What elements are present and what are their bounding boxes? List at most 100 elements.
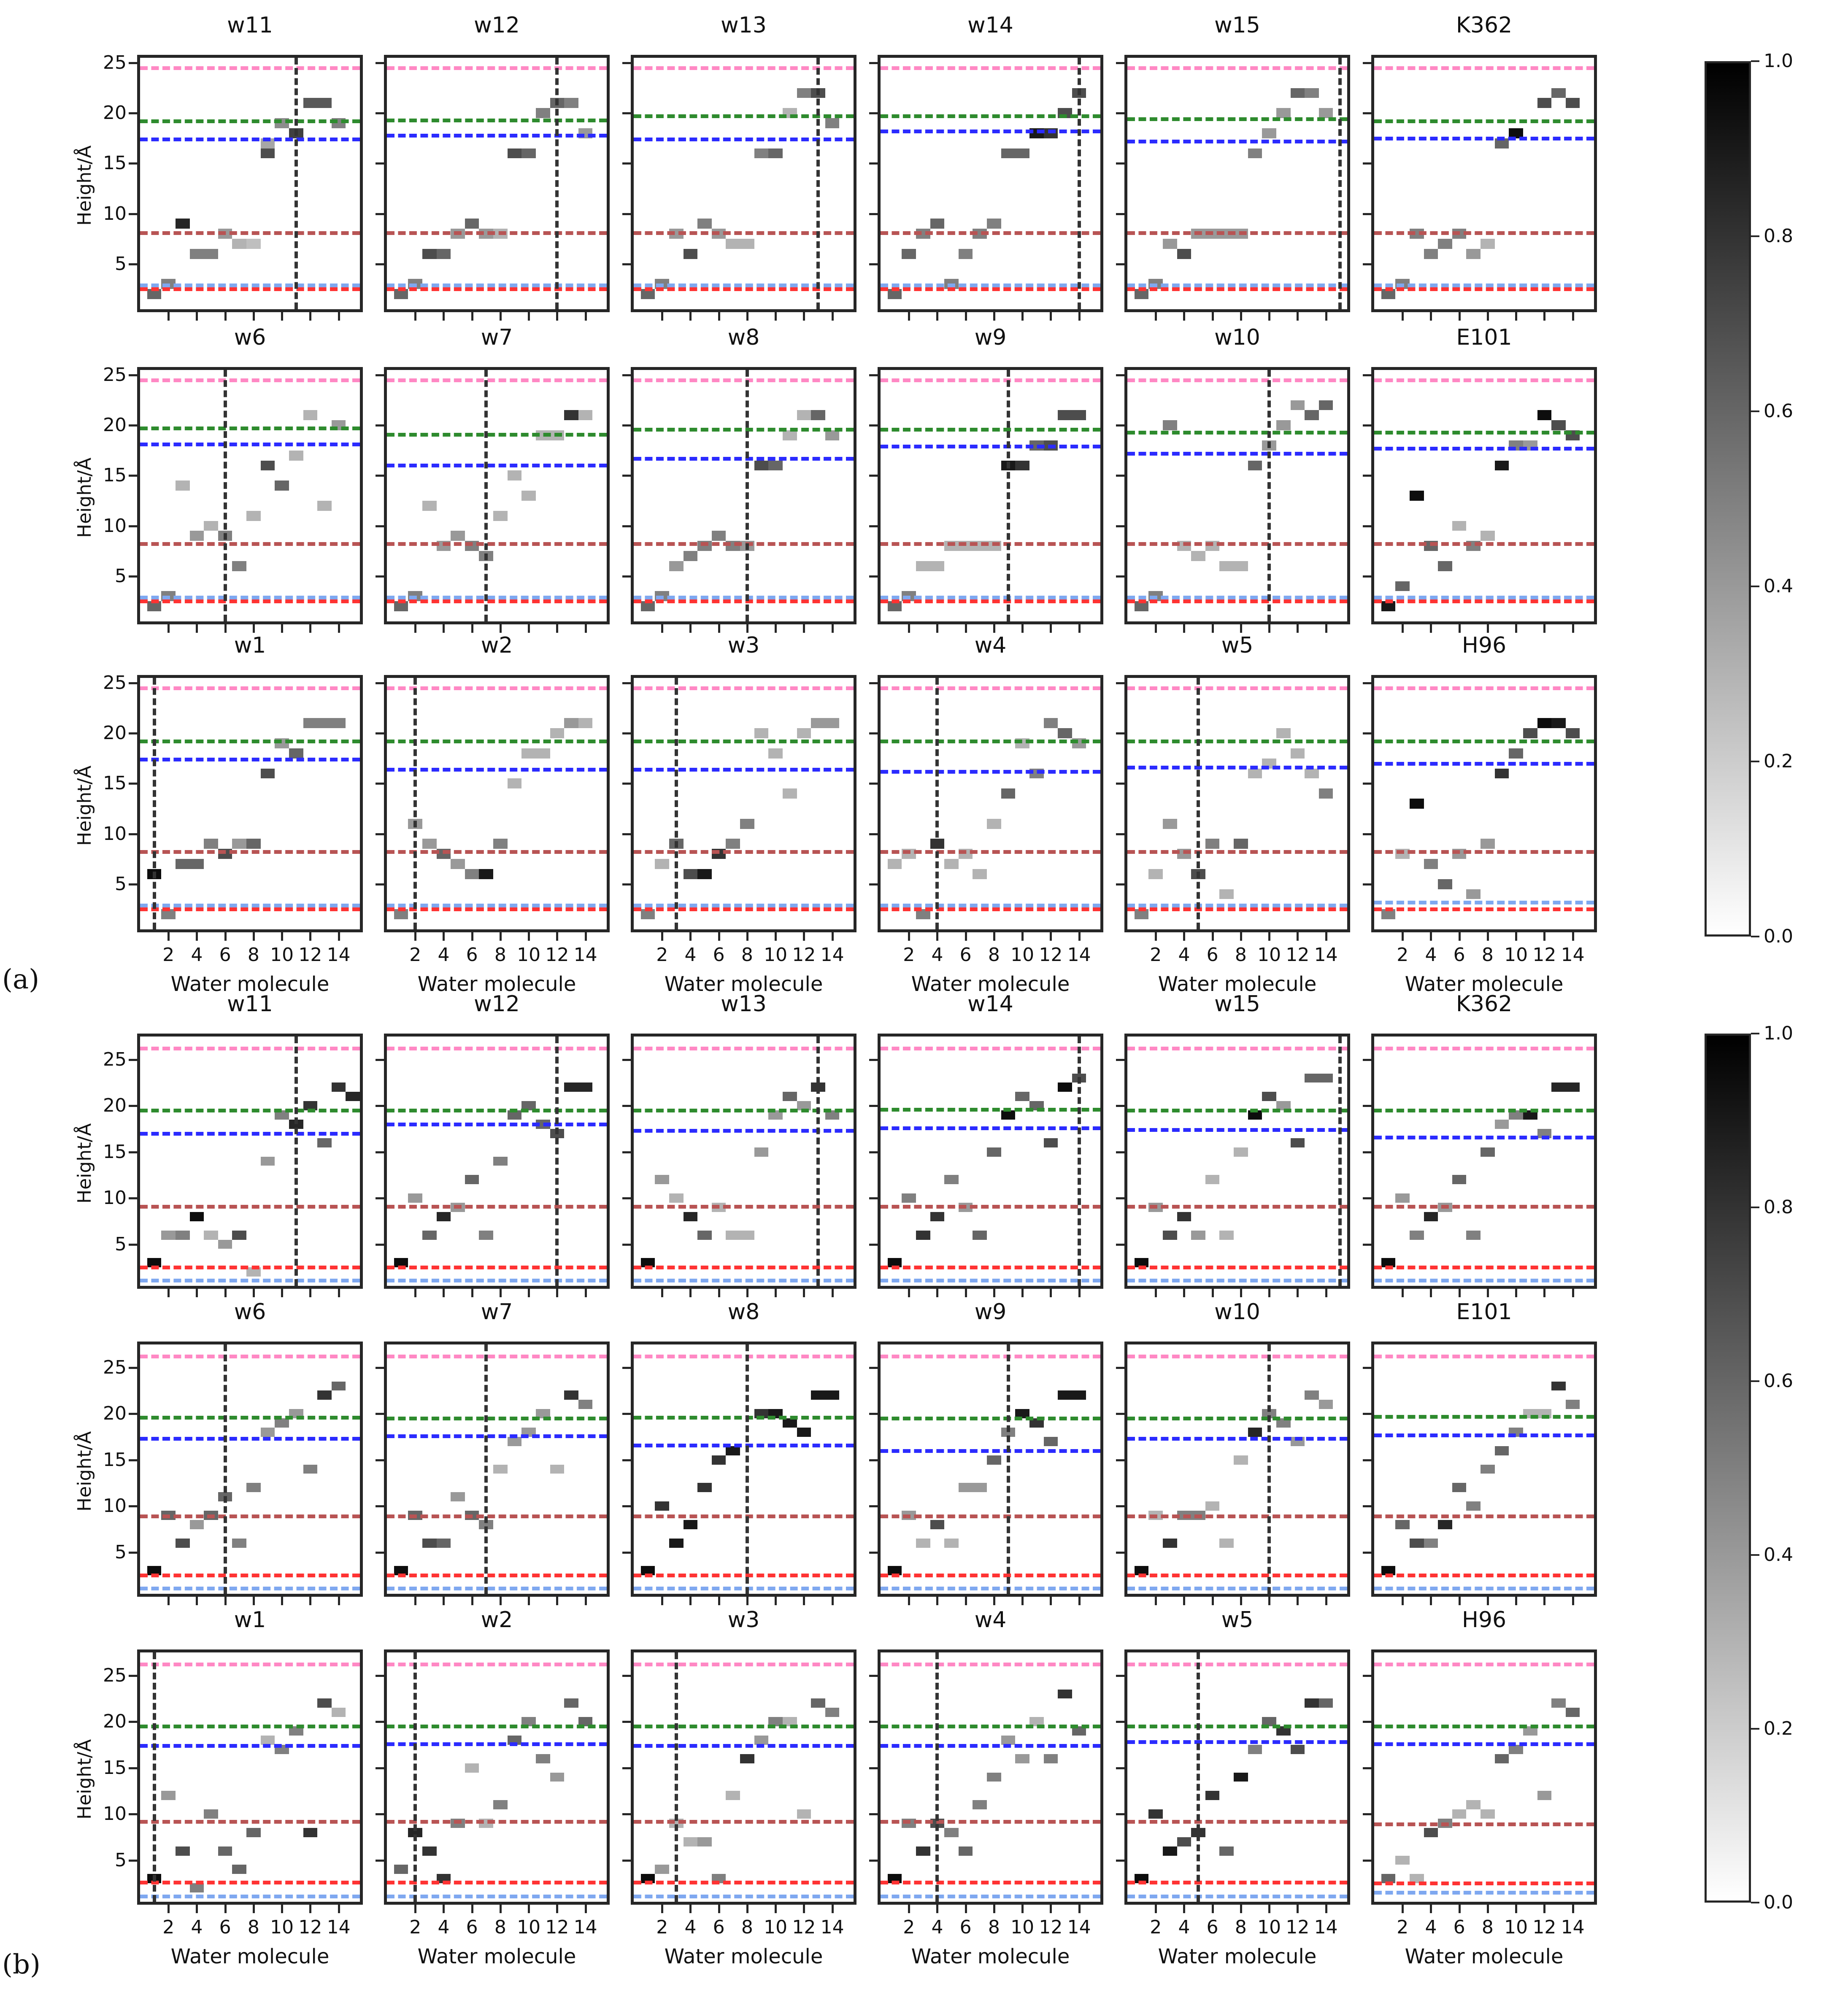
selected-molecule-line	[1077, 58, 1081, 309]
x-tick-label: 10	[1257, 1917, 1281, 1938]
heatmap-cell	[669, 1193, 684, 1203]
selected-molecule-line	[555, 58, 559, 309]
heatmap-cell	[1523, 1726, 1537, 1736]
heatmap-cell	[697, 1837, 712, 1846]
y-tick-mark	[1363, 1859, 1371, 1862]
heatmap-cell	[535, 748, 550, 759]
x-tick-mark	[1155, 1597, 1157, 1605]
y-tick-mark	[376, 374, 384, 376]
x-tick-mark	[556, 932, 559, 941]
heatmap-cell	[189, 1883, 204, 1893]
x-tick-mark	[338, 624, 340, 633]
reference-line-blue	[881, 1744, 1100, 1748]
reference-line-red	[881, 599, 1100, 604]
heatmap-cell	[507, 470, 522, 481]
reference-line-pink	[881, 1663, 1100, 1667]
heatmap-cell	[1523, 1110, 1537, 1120]
x-tick-mark	[471, 932, 473, 941]
x-tick-label: 12	[298, 1917, 322, 1938]
heatmap-cell	[204, 248, 218, 259]
heatmap-cell	[958, 1483, 973, 1493]
y-tick-mark	[869, 1813, 878, 1816]
heatmap-plot	[137, 1034, 363, 1289]
x-tick-mark	[908, 312, 910, 321]
y-tick-mark	[869, 1243, 878, 1246]
heatmap-cell	[825, 718, 840, 729]
reference-line-blue	[1374, 1742, 1594, 1746]
x-tick-mark	[499, 624, 502, 633]
reference-line-red	[1127, 907, 1347, 912]
heatmap-cell	[768, 1110, 783, 1120]
selected-molecule-line	[223, 1344, 227, 1594]
heatmap-cell	[1163, 420, 1177, 431]
heatmap-panel: w10	[1074, 1299, 1359, 1664]
y-tick-mark	[376, 575, 384, 578]
heatmap-cell	[740, 1754, 754, 1763]
x-tick-mark	[252, 1905, 255, 1913]
heatmap-cell	[1565, 1400, 1580, 1409]
heatmap-cell	[697, 219, 712, 229]
panel-title: w12	[474, 991, 520, 1017]
x-tick-mark	[965, 624, 967, 633]
x-tick-mark	[1268, 1289, 1271, 1297]
reference-line-brown	[1127, 1819, 1347, 1824]
y-tick-label: 25	[103, 364, 127, 386]
reference-line-blue	[1374, 761, 1594, 766]
x-tick-mark	[556, 1597, 559, 1605]
x-tick-mark	[196, 624, 198, 633]
reference-line-green	[881, 1417, 1100, 1421]
x-tick-label: 10	[1010, 1917, 1035, 1938]
selected-molecule-line	[1197, 1652, 1200, 1902]
heatmap-plot	[631, 1034, 856, 1289]
x-tick-label: 14	[820, 1917, 844, 1938]
x-tick-mark	[281, 1905, 284, 1913]
y-tick-mark	[1116, 833, 1124, 835]
x-tick-mark	[1572, 624, 1574, 633]
reference-line-blue	[1374, 1433, 1594, 1437]
colorbar-tick-mark	[1751, 761, 1759, 762]
reference-line-red	[1127, 287, 1347, 292]
x-tick-mark	[993, 624, 995, 633]
heatmap-cell	[1276, 1726, 1291, 1736]
heatmap-cell	[1134, 289, 1149, 300]
heatmap-cell	[422, 248, 437, 259]
heatmap-cell	[797, 1809, 811, 1819]
y-tick-mark	[376, 1413, 384, 1415]
y-tick-label: 20	[103, 1711, 127, 1733]
selected-molecule-line	[745, 370, 749, 621]
y-tick-mark	[376, 213, 384, 215]
heatmap-cell	[726, 1446, 740, 1455]
heatmap-plot	[878, 1342, 1103, 1597]
y-tick-label: 25	[103, 1048, 127, 1070]
x-tick-mark	[1402, 1597, 1404, 1605]
x-tick-label: 14	[573, 1917, 597, 1938]
panel-title: w13	[721, 13, 767, 38]
heatmap-cell	[535, 1754, 550, 1763]
reference-line-lightblue	[140, 1586, 360, 1590]
reference-line-lightblue	[387, 903, 607, 907]
heatmap-cell	[811, 718, 825, 729]
x-tick-mark	[168, 932, 170, 941]
heatmap-cell	[944, 1175, 959, 1185]
reference-line-green	[881, 1725, 1100, 1729]
x-tick-mark	[936, 1597, 939, 1605]
y-tick-mark	[622, 883, 631, 885]
reference-line-pink	[1127, 66, 1347, 70]
reference-line-pink	[1127, 378, 1347, 382]
heatmap-cell	[394, 1258, 408, 1268]
reference-line-lightblue	[387, 283, 607, 287]
heatmap-cell	[1015, 1409, 1029, 1419]
reference-line-red	[140, 907, 360, 912]
heatmap-cell	[1072, 1390, 1086, 1400]
colorbar-tick-mark	[1751, 1380, 1759, 1382]
heatmap-cell	[1565, 1708, 1580, 1717]
heatmap-cell	[535, 1409, 550, 1419]
reference-line-lightblue	[881, 903, 1100, 907]
heatmap-cell	[1410, 1538, 1424, 1548]
y-tick-label: 5	[115, 565, 127, 587]
x-tick-mark	[1543, 1905, 1546, 1913]
x-tick-mark	[1050, 1597, 1052, 1605]
reference-line-green	[881, 1107, 1100, 1112]
heatmap-cell	[1410, 1230, 1424, 1240]
heatmap-cell	[1481, 239, 1495, 249]
